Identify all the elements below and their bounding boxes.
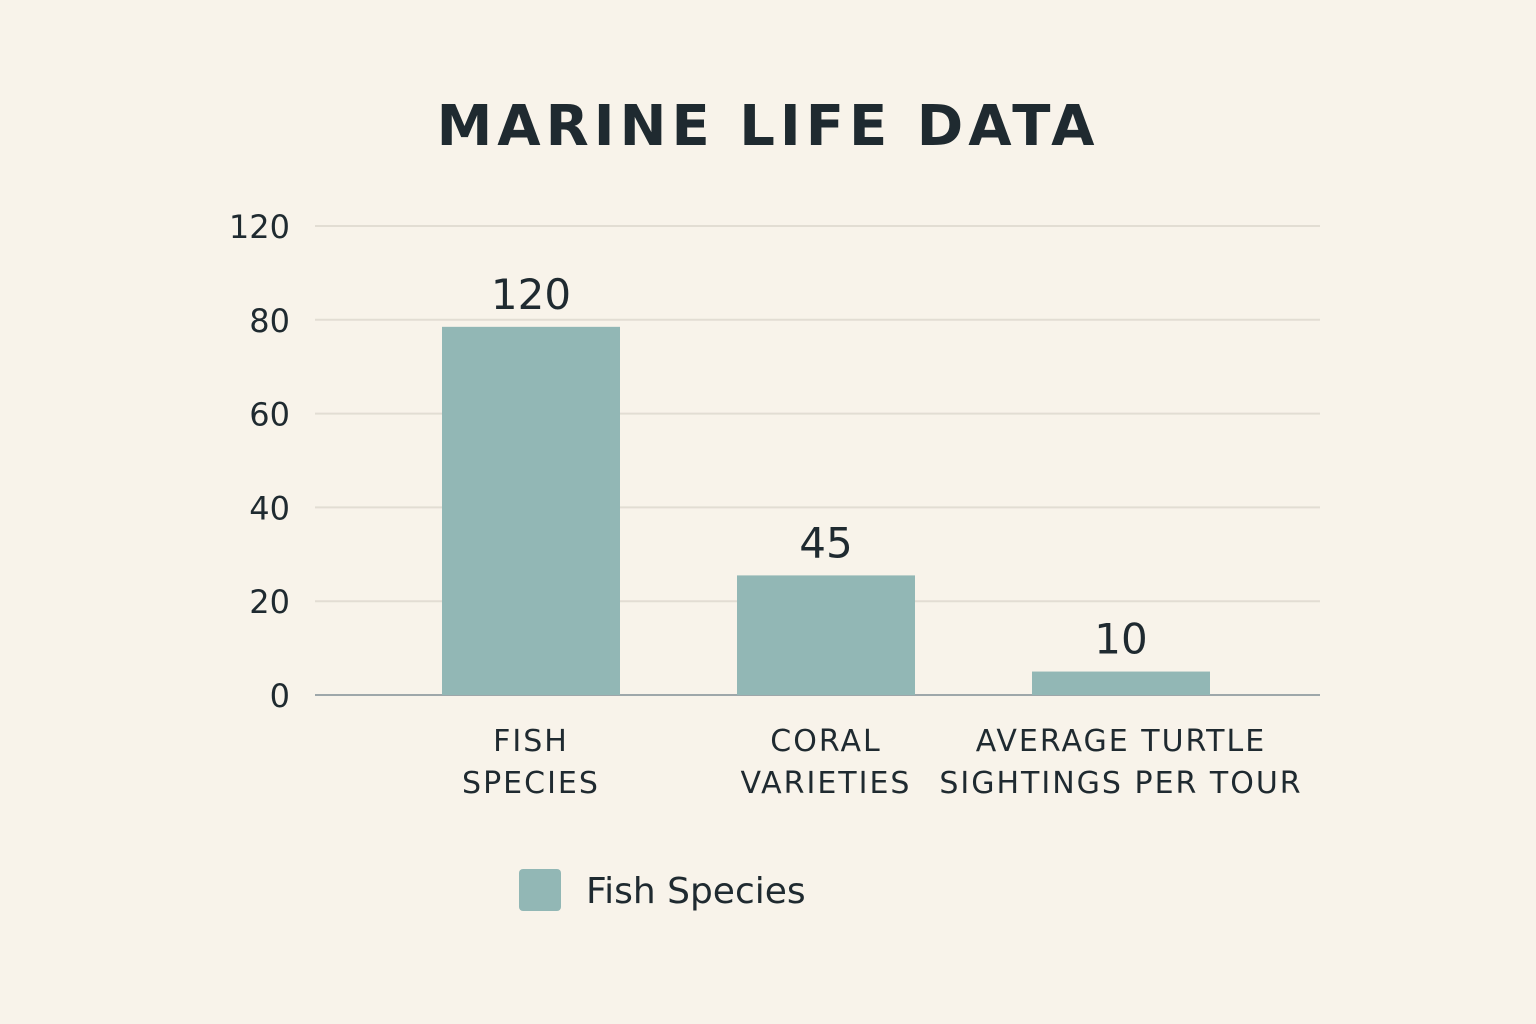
data-label: 45: [799, 518, 852, 567]
category-label: CORAL: [770, 724, 881, 759]
y-tick-label: 0: [270, 677, 290, 715]
y-tick-label: 40: [249, 489, 290, 527]
category-label: FISH: [493, 724, 569, 759]
legend: Fish Species: [519, 869, 806, 912]
bar: [737, 575, 915, 695]
y-tick-label: 60: [249, 396, 290, 434]
category-label: SPECIES: [462, 766, 600, 801]
legend-label: Fish Species: [586, 871, 806, 912]
category-label: VARIETIES: [741, 766, 912, 801]
bar: [442, 326, 620, 695]
data-labels: 120 45 10: [491, 270, 1148, 664]
y-axis-ticks: 0 20 40 60 80 120: [229, 208, 290, 715]
bar: [1032, 671, 1210, 695]
legend-swatch: [519, 869, 561, 911]
data-label: 10: [1094, 615, 1147, 664]
y-tick-label: 120: [229, 208, 290, 246]
chart-title: MARINE LIFE DATA: [437, 94, 1100, 159]
data-label: 120: [491, 270, 571, 319]
category-label: SIGHTINGS PER TOUR: [939, 766, 1302, 801]
bars: [442, 326, 1210, 695]
y-tick-label: 20: [249, 583, 290, 621]
category-labels: FISH SPECIES CORAL VARIETIES AVERAGE TURTLE S…: [462, 724, 1302, 801]
category-label: AVERAGE TURTLE: [976, 724, 1266, 759]
y-tick-label: 80: [249, 302, 290, 340]
